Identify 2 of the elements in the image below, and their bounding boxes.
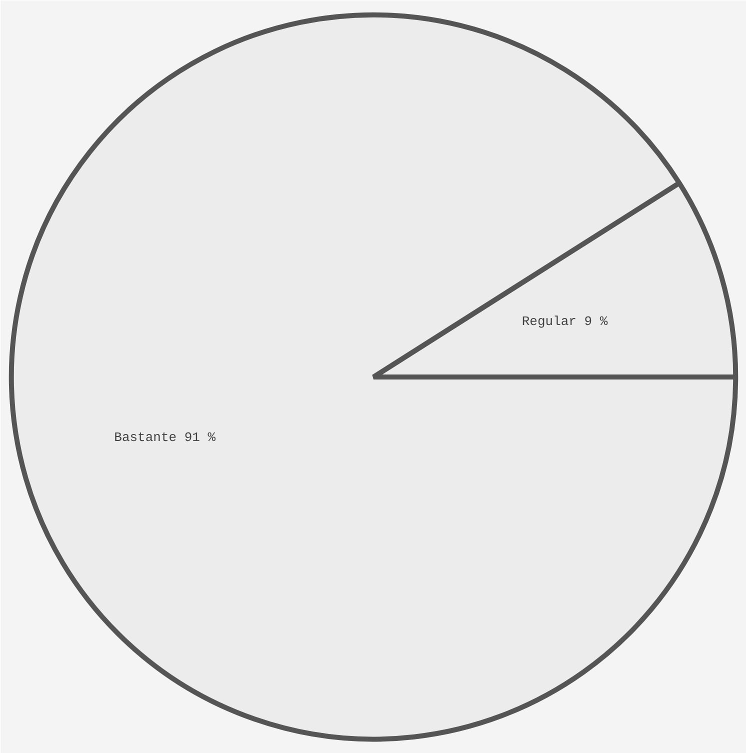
slice-label: Bastante 91 % (114, 430, 216, 446)
slice-label: Regular 9 % (522, 314, 608, 329)
